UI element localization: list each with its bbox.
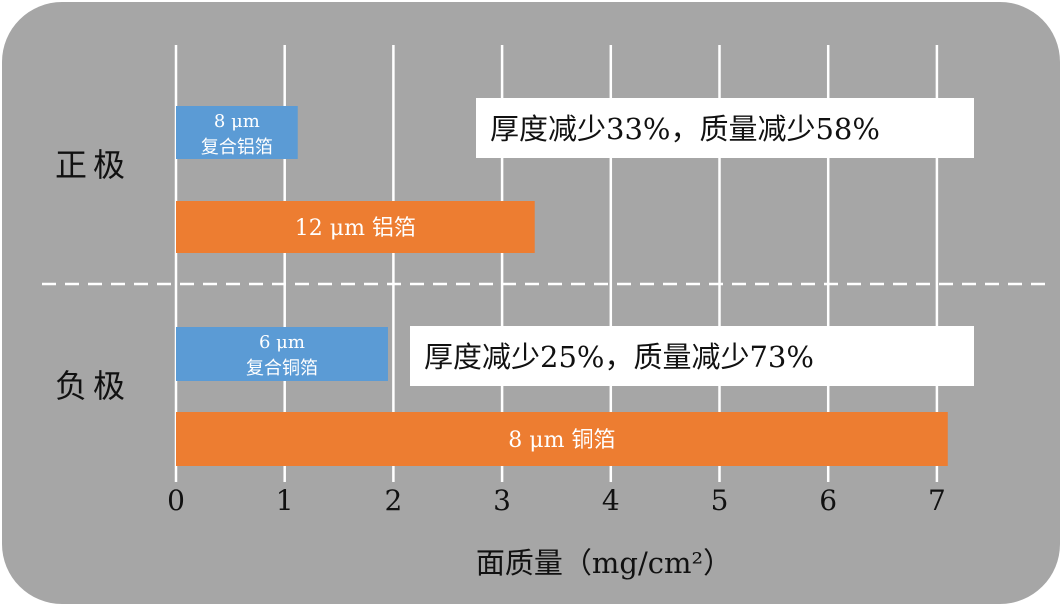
annotation-box: [476, 98, 974, 158]
chart-background: [2, 2, 1060, 604]
x-tick-label: 7: [928, 484, 946, 517]
x-axis-label: 面质量（mg/cm²）: [476, 546, 732, 580]
bar-label: 8 μm: [214, 111, 260, 132]
annotation-text: 厚度减少33%，质量减少58%: [490, 112, 880, 146]
x-tick-label: 4: [602, 484, 620, 517]
group-label: 负极: [55, 367, 131, 405]
x-tick-labels: 0 1 2 3 4 5 6 7: [167, 484, 946, 517]
bars: 8 μm 复合铝箔 12 μm 铝箔 6 μm 复合铜箔 8 μm 铜箔: [176, 106, 948, 466]
bar: [176, 327, 388, 381]
x-tick-label: 1: [276, 484, 294, 517]
bar-label: 12 μm 铝箔: [295, 216, 416, 241]
annotations: 厚度减少33%，质量减少58% 厚度减少25%，质量减少73%: [410, 98, 974, 386]
x-tick-label: 6: [819, 484, 837, 517]
x-tick-label: 3: [493, 484, 511, 517]
group-label: 正极: [55, 146, 131, 184]
bar-label: 复合铜箔: [246, 358, 318, 379]
bar-label: 复合铝箔: [201, 137, 273, 158]
x-tick-label: 0: [167, 484, 185, 517]
bar: [176, 106, 298, 159]
x-tick-label: 2: [384, 484, 402, 517]
annotation-box: [410, 326, 974, 386]
annotation-text: 厚度减少25%，质量减少73%: [424, 340, 814, 374]
bar-label: 6 μm: [259, 332, 305, 353]
bar: [176, 201, 535, 253]
bar: [176, 412, 948, 466]
bar-label: 8 μm 铜箔: [508, 428, 615, 453]
x-tick-label: 5: [711, 484, 729, 517]
